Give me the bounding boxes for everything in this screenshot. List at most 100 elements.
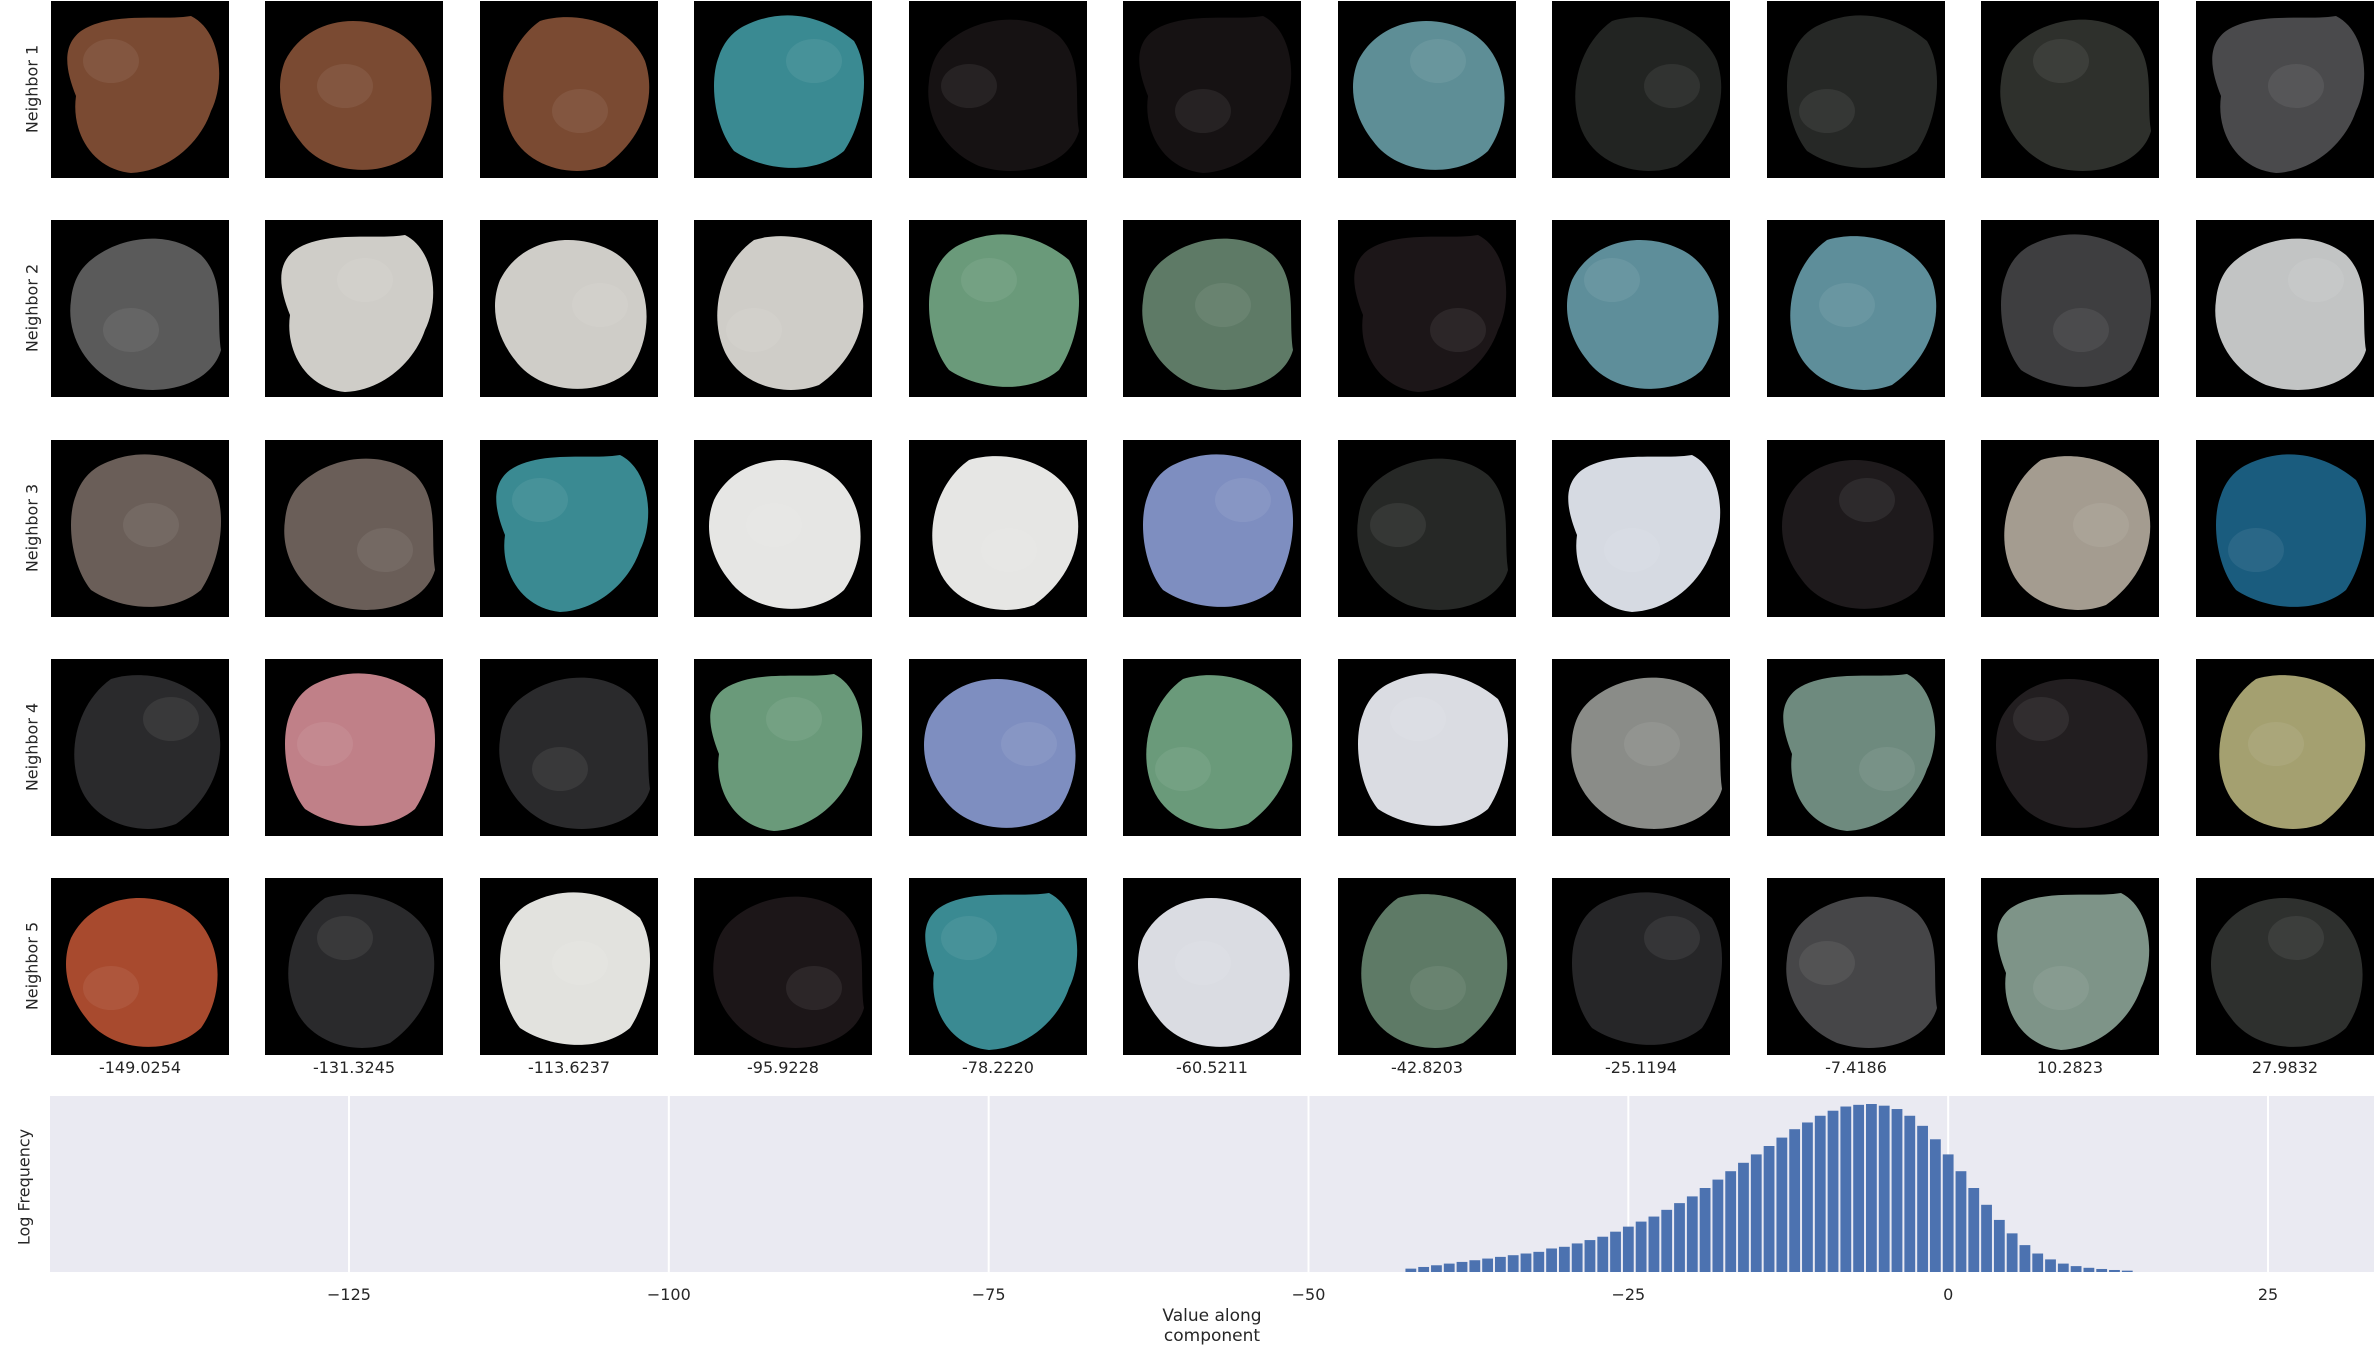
neighbor-tile-image: [1787, 15, 1938, 168]
neighbor-tile-image: [71, 454, 222, 607]
neighbor-tile-image: [928, 19, 1079, 171]
segment-highlight: [941, 64, 997, 108]
histogram-bar: [1993, 1219, 2005, 1272]
histogram-bar: [1622, 1226, 1634, 1272]
neighbor-tile-image: [2215, 238, 2366, 390]
segment-blob: [1143, 454, 1294, 607]
neighbor-tile: [694, 220, 872, 397]
neighbor-tile-image: [713, 896, 864, 1048]
neighbor-tile: [694, 659, 872, 836]
neighbor-tile: [1981, 220, 2159, 397]
neighbor-tile-image: [1361, 894, 1508, 1048]
segment-highlight: [532, 747, 588, 791]
neighbor-tile: [51, 659, 229, 836]
neighbor-tile: [480, 220, 658, 397]
segment-highlight: [2033, 966, 2089, 1010]
neighbor-tile: [2196, 659, 2374, 836]
histogram-bar: [1610, 1231, 1621, 1272]
neighbor-tile: [265, 440, 443, 617]
histogram-bar: [2057, 1263, 2069, 1272]
segment-highlight: [1624, 722, 1680, 766]
histogram-bar: [1443, 1263, 1455, 1272]
neighbor-tile-image: [1357, 458, 1508, 610]
column-value-label: 27.9832: [2251, 1058, 2319, 1077]
neighbor-tile-image: [2216, 454, 2367, 607]
segment-blob: [714, 15, 865, 168]
neighbor-tile: [909, 878, 1087, 1055]
neighbor-tile: [909, 220, 1087, 397]
neighbor-tile: [1123, 440, 1301, 617]
segment-highlight: [83, 966, 139, 1010]
segment-highlight: [1584, 258, 1640, 302]
histogram-bar: [2083, 1267, 2095, 1272]
segment-highlight: [1799, 89, 1855, 133]
x-tick-label: 0: [1943, 1285, 1954, 1304]
neighbor-tile: [265, 220, 443, 397]
neighbor-tile: [2196, 440, 2374, 617]
segment-blob: [1790, 236, 1937, 390]
neighbor-tile: [1338, 659, 1516, 836]
histogram-bar: [1648, 1216, 1660, 1272]
neighbor-tile: [909, 1, 1087, 178]
neighbor-tile-image: [284, 458, 435, 610]
segment-blob: [284, 458, 435, 610]
neighbor-tile-image: [66, 898, 218, 1047]
neighbor-tile-image: [1567, 240, 1719, 389]
histogram-bar: [1495, 1256, 1506, 1272]
neighbor-tile-image: [495, 240, 647, 389]
segment-blob: [1357, 458, 1508, 610]
neighbor-tile: [2196, 878, 2374, 1055]
segment-blob: [1567, 240, 1719, 389]
neighbor-tile: [51, 1, 229, 178]
segment-blob: [2219, 675, 2366, 829]
segment-blob: [1361, 894, 1508, 1048]
column-value-label: -7.4186: [1825, 1058, 1887, 1077]
segment-blob: [499, 677, 650, 829]
histogram-bar: [1546, 1248, 1557, 1272]
neighbor-tile: [1767, 1, 1945, 178]
histogram-bar: [1686, 1196, 1698, 1272]
neighbor-tile-image: [496, 455, 649, 612]
neighbor-tile-image: [2219, 675, 2366, 829]
neighbor-tile-image: [710, 674, 863, 831]
neighbor-tile: [51, 440, 229, 617]
segment-blob: [2001, 234, 2152, 387]
histogram-bar: [1814, 1115, 1826, 1272]
segment-highlight: [1155, 747, 1211, 791]
segment-highlight: [726, 308, 782, 352]
segment-blob: [1142, 238, 1293, 390]
neighbor-tile-image: [1575, 17, 1722, 171]
neighbor-tile: [51, 878, 229, 1055]
segment-blob: [1354, 235, 1507, 392]
segment-highlight: [2268, 64, 2324, 108]
neighbor-tile-image: [2000, 19, 2151, 171]
histogram-bar: [2121, 1270, 2133, 1272]
neighbor-tile-image: [924, 679, 1076, 828]
histogram-bar: [1507, 1255, 1519, 1272]
histogram-bar: [1904, 1115, 1916, 1272]
neighbor-tile-image: [1138, 898, 1290, 1047]
segment-highlight: [786, 39, 842, 83]
segment-highlight: [961, 258, 1017, 302]
histogram-bar: [2006, 1233, 2018, 1272]
segment-blob: [1138, 898, 1290, 1047]
neighbor-tile: [909, 440, 1087, 617]
neighbor-tile-image: [1997, 893, 2150, 1050]
row-label-text: Neighbor 3: [22, 483, 42, 573]
segment-highlight: [1370, 503, 1426, 547]
histogram-bar: [1712, 1179, 1724, 1272]
neighbor-tile: [1123, 220, 1301, 397]
neighbor-tile-image: [1354, 235, 1507, 392]
segment-highlight: [337, 258, 393, 302]
segment-blob: [281, 235, 434, 392]
segment-highlight: [1644, 916, 1700, 960]
neighbor-tile-image: [280, 21, 432, 170]
segment-highlight: [83, 39, 139, 83]
neighbor-tile-image: [1786, 896, 1937, 1048]
histogram-bar: [1776, 1137, 1788, 1272]
histogram-bar: [1418, 1266, 1430, 1272]
column-value-label: -78.2220: [962, 1058, 1034, 1077]
neighbor-tile: [1981, 659, 2159, 836]
histogram-bar: [1942, 1154, 1954, 1272]
neighbor-tile: [1123, 878, 1301, 1055]
